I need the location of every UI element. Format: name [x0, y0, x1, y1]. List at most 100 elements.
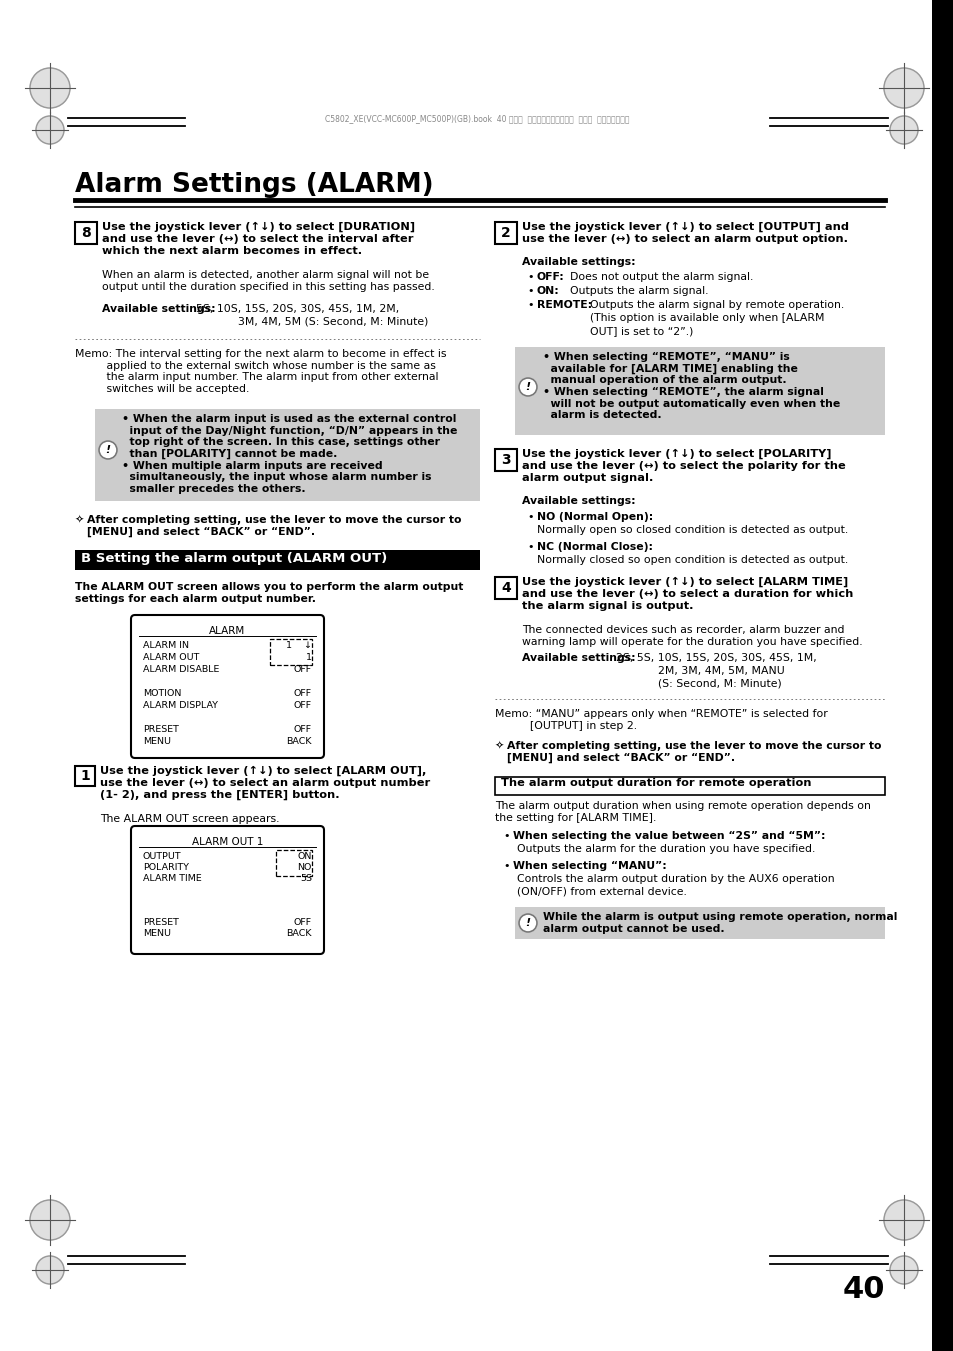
Text: REMOTE:: REMOTE: [537, 300, 592, 309]
Circle shape [36, 116, 64, 145]
Text: •: • [526, 272, 533, 282]
Text: 1    ↓: 1 ↓ [286, 640, 312, 650]
Text: B Setting the alarm output (ALARM OUT): B Setting the alarm output (ALARM OUT) [81, 553, 387, 565]
Text: Outputs the alarm signal by remote operation.: Outputs the alarm signal by remote opera… [589, 300, 843, 309]
Bar [75, 550, 479, 570]
Text: OFF: OFF [294, 725, 312, 734]
Text: The connected devices such as recorder, alarm buzzer and
warning lamp will opera: The connected devices such as recorder, … [521, 626, 862, 647]
Text: Controls the alarm output duration by the AUX6 operation: Controls the alarm output duration by th… [517, 874, 834, 884]
Bar [515, 907, 884, 939]
Text: 3M, 4M, 5M (S: Second, M: Minute): 3M, 4M, 5M (S: Second, M: Minute) [237, 317, 428, 327]
Bar [275, 850, 312, 875]
Text: NC (Normal Close):: NC (Normal Close): [537, 542, 652, 553]
FancyBboxPatch shape [131, 615, 324, 758]
Text: 2M, 3M, 4M, 5M, MANU: 2M, 3M, 4M, 5M, MANU [658, 666, 784, 676]
Bar [495, 577, 517, 598]
Text: OUTPUT: OUTPUT [143, 852, 181, 861]
Bar [515, 347, 884, 435]
Text: When selecting “MANU”:: When selecting “MANU”: [513, 861, 666, 871]
Text: The alarm output duration for remote operation: The alarm output duration for remote ope… [500, 778, 811, 788]
Text: Use the joystick lever (↑↓) to select [OUTPUT] and
use the lever (↔) to select a: Use the joystick lever (↑↓) to select [O… [521, 222, 848, 245]
Text: !: ! [106, 444, 111, 455]
Text: C5802_XE(VCC-MC600P_MC500P)(GB).book  40 ページ  ２００７年１月１８日  木曜日  午前９時４４分: C5802_XE(VCC-MC600P_MC500P)(GB).book 40 … [324, 115, 629, 123]
Circle shape [889, 116, 917, 145]
Text: Does not output the alarm signal.: Does not output the alarm signal. [569, 272, 753, 282]
Text: Use the joystick lever (↑↓) to select [DURATION]
and use the lever (↔) to select: Use the joystick lever (↑↓) to select [D… [102, 222, 415, 255]
Text: •: • [526, 300, 533, 309]
Circle shape [36, 1256, 64, 1283]
Text: ALARM TIME: ALARM TIME [143, 874, 201, 884]
Text: !: ! [525, 917, 530, 928]
Text: 1: 1 [80, 769, 90, 784]
Text: The ALARM OUT screen allows you to perform the alarm output
settings for each al: The ALARM OUT screen allows you to perfo… [75, 582, 463, 604]
Text: ON: ON [297, 852, 312, 861]
Text: While the alarm is output using remote operation, normal
alarm output cannot be : While the alarm is output using remote o… [542, 912, 897, 934]
Text: 1: 1 [306, 653, 312, 662]
Circle shape [30, 68, 70, 108]
Bar [495, 449, 517, 471]
Text: PRESET: PRESET [143, 725, 178, 734]
Text: OFF: OFF [294, 665, 312, 674]
Text: ALARM DISABLE: ALARM DISABLE [143, 665, 219, 674]
Text: ON:: ON: [537, 286, 559, 296]
Text: ALARM IN: ALARM IN [143, 640, 189, 650]
Text: Available settings:: Available settings: [521, 653, 635, 663]
Text: 3: 3 [500, 453, 510, 467]
Text: Outputs the alarm signal.: Outputs the alarm signal. [569, 286, 708, 296]
Text: MENU: MENU [143, 738, 171, 746]
Text: • When the alarm input is used as the external control
  input of the Day/Night : • When the alarm input is used as the ex… [122, 413, 456, 494]
Bar [495, 222, 517, 245]
Text: ALARM DISPLAY: ALARM DISPLAY [143, 701, 218, 711]
Text: (ON/OFF) from external device.: (ON/OFF) from external device. [517, 888, 686, 897]
Text: OFF:: OFF: [537, 272, 564, 282]
Text: Available settings:: Available settings: [521, 496, 635, 507]
Bar [495, 777, 884, 794]
Text: •: • [526, 542, 533, 553]
Text: BACK: BACK [286, 929, 312, 938]
Text: ✧: ✧ [75, 515, 84, 526]
Text: ALARM: ALARM [209, 626, 245, 636]
Text: Memo: The interval setting for the next alarm to become in effect is
         ap: Memo: The interval setting for the next … [75, 349, 446, 393]
Circle shape [99, 440, 117, 459]
Bar [95, 409, 479, 501]
Text: When an alarm is detected, another alarm signal will not be
output until the dur: When an alarm is detected, another alarm… [102, 270, 435, 292]
Text: 2: 2 [500, 226, 511, 240]
Text: After completing setting, use the lever to move the cursor to
[MENU] and select : After completing setting, use the lever … [506, 740, 881, 763]
Circle shape [518, 915, 537, 932]
Text: After completing setting, use the lever to move the cursor to
[MENU] and select : After completing setting, use the lever … [87, 515, 461, 536]
Text: OFF: OFF [294, 917, 312, 927]
Text: Use the joystick lever (↑↓) to select [POLARITY]
and use the lever (↔) to select: Use the joystick lever (↑↓) to select [P… [521, 449, 845, 482]
Circle shape [883, 68, 923, 108]
Text: When selecting the value between “2S” and “5M”:: When selecting the value between “2S” an… [513, 831, 824, 842]
Text: (This option is available only when [ALARM: (This option is available only when [ALA… [589, 313, 823, 323]
Text: POLARITY: POLARITY [143, 863, 189, 871]
Text: The ALARM OUT screen appears.: The ALARM OUT screen appears. [100, 815, 279, 824]
Text: MOTION: MOTION [143, 689, 181, 698]
Text: Memo: “MANU” appears only when “REMOTE” is selected for
          [OUTPUT] in st: Memo: “MANU” appears only when “REMOTE” … [495, 709, 827, 731]
Text: BACK: BACK [286, 738, 312, 746]
Text: Normally open so closed condition is detected as output.: Normally open so closed condition is det… [537, 526, 847, 535]
Text: !: ! [525, 382, 530, 392]
Circle shape [889, 1256, 917, 1283]
Text: ALARM OUT 1: ALARM OUT 1 [192, 838, 263, 847]
Text: MENU: MENU [143, 929, 171, 938]
Text: •: • [502, 861, 509, 871]
Bar [75, 222, 97, 245]
Text: •: • [526, 286, 533, 296]
Text: OUT] is set to “2”.): OUT] is set to “2”.) [589, 326, 693, 336]
Bar [931, 0, 953, 1351]
Text: The alarm output duration when using remote operation depends on
the setting for: The alarm output duration when using rem… [495, 801, 870, 823]
Text: 5S, 10S, 15S, 20S, 30S, 45S, 1M, 2M,: 5S, 10S, 15S, 20S, 30S, 45S, 1M, 2M, [195, 304, 399, 313]
Text: 4: 4 [500, 581, 511, 594]
Text: Available settings:: Available settings: [521, 257, 635, 267]
Text: 2S, 5S, 10S, 15S, 20S, 30S, 45S, 1M,: 2S, 5S, 10S, 15S, 20S, 30S, 45S, 1M, [616, 653, 816, 663]
Text: NO: NO [297, 863, 312, 871]
Text: • When selecting “REMOTE”, “MANU” is
  available for [ALARM TIME] enabling the
 : • When selecting “REMOTE”, “MANU” is ava… [542, 353, 840, 420]
Text: Normally closed so open condition is detected as output.: Normally closed so open condition is det… [537, 555, 847, 565]
Circle shape [883, 1200, 923, 1240]
Bar [75, 766, 95, 786]
Text: OFF: OFF [294, 701, 312, 711]
Text: ALARM OUT: ALARM OUT [143, 653, 199, 662]
Text: PRESET: PRESET [143, 917, 178, 927]
Text: NO (Normal Open):: NO (Normal Open): [537, 512, 653, 521]
